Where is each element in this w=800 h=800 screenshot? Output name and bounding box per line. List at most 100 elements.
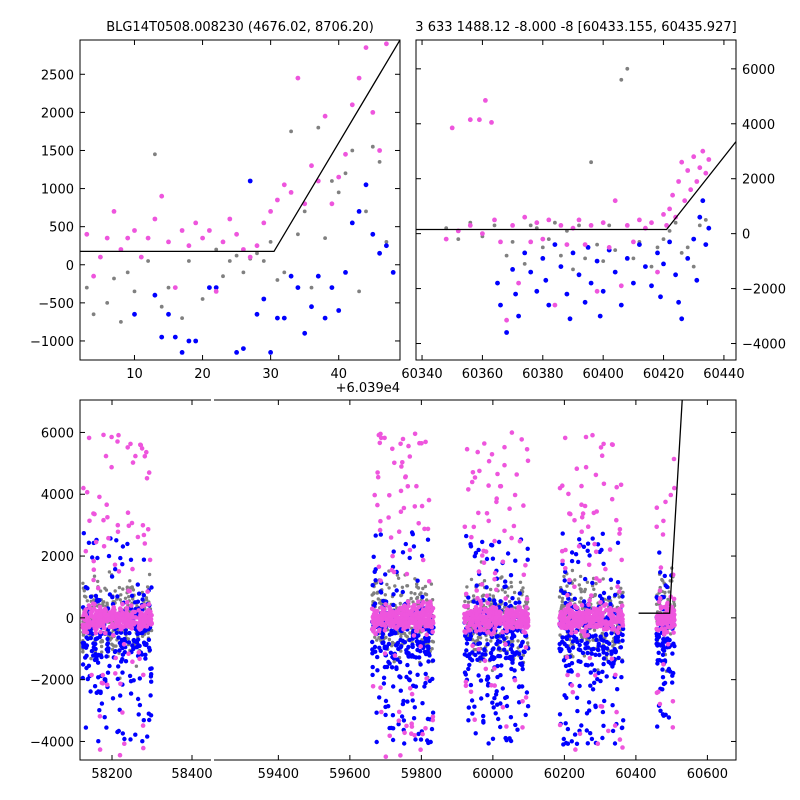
data-point xyxy=(565,726,571,732)
data-point xyxy=(593,472,599,478)
data-point xyxy=(93,630,99,636)
data-point xyxy=(96,652,101,658)
data-point xyxy=(608,577,614,582)
data-point xyxy=(485,600,491,606)
data-point xyxy=(83,622,89,627)
data-point xyxy=(398,675,403,680)
data-point xyxy=(430,717,436,723)
data-point xyxy=(487,597,492,602)
data-point xyxy=(378,648,383,653)
data-point xyxy=(95,585,101,591)
data-point xyxy=(605,625,611,631)
data-point xyxy=(81,640,87,646)
data-point xyxy=(407,555,412,561)
data-point xyxy=(492,666,497,671)
data-point xyxy=(463,672,468,677)
data-point xyxy=(100,638,104,643)
data-point xyxy=(579,638,584,643)
data-point xyxy=(509,629,515,635)
data-point xyxy=(546,217,552,223)
data-point xyxy=(467,627,473,633)
data-point xyxy=(518,580,523,584)
data-point xyxy=(120,731,126,736)
data-point xyxy=(92,684,98,689)
data-point xyxy=(571,621,577,627)
data-point xyxy=(661,632,667,637)
data-point xyxy=(370,684,376,689)
data-point xyxy=(672,643,677,649)
data-point xyxy=(492,696,497,701)
data-point xyxy=(583,434,589,440)
data-point xyxy=(700,148,706,154)
data-point xyxy=(671,596,677,602)
data-point xyxy=(570,568,575,573)
data-point xyxy=(90,622,95,627)
data-point xyxy=(591,638,595,642)
data-point xyxy=(91,653,96,658)
data-point xyxy=(336,308,342,313)
data-point xyxy=(370,144,375,149)
data-point xyxy=(560,622,565,627)
data-point xyxy=(557,712,563,717)
data-point xyxy=(213,289,219,294)
data-point xyxy=(115,522,121,528)
data-point xyxy=(484,593,490,599)
x-tick-label: 20 xyxy=(194,367,211,382)
data-point xyxy=(477,641,483,646)
data-point xyxy=(375,474,381,480)
data-point xyxy=(490,543,495,548)
data-point xyxy=(654,505,660,511)
data-point xyxy=(142,541,148,546)
data-point xyxy=(576,217,582,223)
data-point xyxy=(387,604,392,610)
data-point xyxy=(91,641,96,646)
data-point xyxy=(120,670,125,675)
data-point xyxy=(471,524,477,530)
data-point xyxy=(601,661,606,667)
y-tick-label: −1000 xyxy=(30,335,74,350)
y-tick-label: 1000 xyxy=(41,183,74,198)
data-point xyxy=(111,633,116,638)
data-point xyxy=(247,254,253,260)
data-point xyxy=(601,577,605,581)
data-point xyxy=(523,645,529,650)
data-point xyxy=(117,585,122,590)
data-point xyxy=(383,698,389,704)
data-point xyxy=(565,592,570,598)
data-point xyxy=(601,441,606,447)
data-point xyxy=(146,610,152,615)
data-point xyxy=(590,687,596,692)
data-point xyxy=(672,485,677,491)
data-point xyxy=(364,209,368,214)
data-point xyxy=(227,259,232,263)
data-point xyxy=(159,304,164,309)
data-point xyxy=(374,710,379,715)
data-point xyxy=(89,656,93,661)
data-point xyxy=(700,198,706,204)
data-point xyxy=(658,708,663,713)
data-point xyxy=(382,611,388,617)
data-point xyxy=(481,593,486,597)
data-point xyxy=(467,611,473,617)
data-point xyxy=(478,678,484,683)
data-point xyxy=(413,684,419,689)
data-point xyxy=(520,663,525,668)
data-point xyxy=(596,670,601,676)
data-point xyxy=(398,441,403,447)
data-point xyxy=(145,235,151,241)
data-point xyxy=(475,657,480,662)
data-point xyxy=(601,259,606,263)
data-point xyxy=(479,696,484,701)
data-point xyxy=(494,587,499,593)
data-point xyxy=(580,635,584,639)
data-point xyxy=(356,75,362,81)
data-point xyxy=(375,638,379,642)
data-point xyxy=(406,644,411,650)
data-point xyxy=(489,587,493,592)
data-point xyxy=(597,578,602,584)
data-point xyxy=(350,148,355,153)
data-point xyxy=(336,174,342,180)
data-point xyxy=(600,735,605,741)
data-point xyxy=(470,643,475,649)
data-point xyxy=(443,236,449,242)
